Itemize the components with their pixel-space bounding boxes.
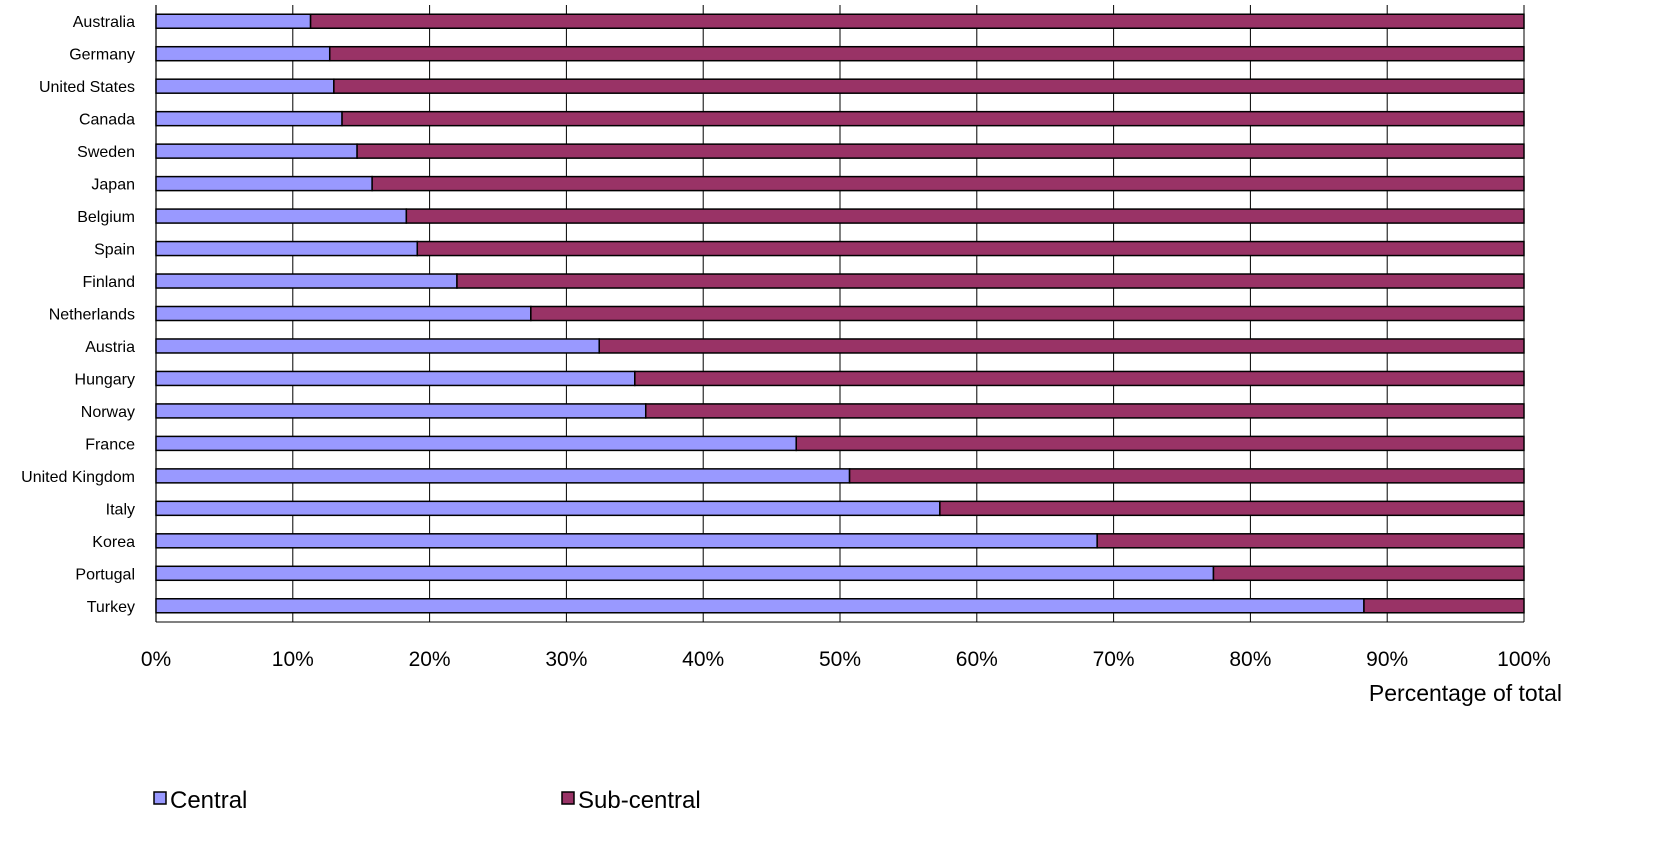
bar-sub-central	[598, 338, 1525, 354]
legend-label: Central	[170, 787, 247, 814]
x-axis-title: Percentage of total	[1369, 680, 1562, 706]
bar-central	[155, 143, 358, 159]
x-tick-label: 90%	[1366, 648, 1408, 671]
bars	[155, 13, 1525, 614]
category-label: Australia	[73, 14, 135, 31]
bar-sub-central	[634, 370, 1525, 387]
category-label: Portugal	[75, 566, 135, 583]
bar-central	[155, 468, 851, 484]
category-label: Norway	[81, 404, 135, 421]
x-tick-labels: 0% 10% 20% 30% 40% 50% 60% 70% 80% 90% 100%	[141, 648, 1551, 671]
bar-sub-central	[416, 240, 1525, 257]
category-label: Sweden	[77, 144, 135, 161]
bar-sub-central	[1096, 533, 1525, 549]
category-label: Spain	[94, 242, 135, 259]
category-label: Finland	[83, 274, 135, 291]
bar-central	[155, 273, 458, 289]
x-tick-label: 0%	[141, 648, 171, 671]
bar-central	[155, 403, 647, 419]
category-label: Belgium	[77, 209, 135, 226]
category-label: Korea	[92, 534, 135, 551]
bar-sub-central	[848, 468, 1525, 484]
bar-sub-central	[939, 500, 1525, 517]
category-labels: Australia Germany United States Canada Swede…	[21, 14, 135, 616]
x-tick-label: 30%	[545, 648, 587, 671]
bar-central	[155, 338, 600, 354]
bar-central	[155, 208, 408, 224]
bar-sub-central	[405, 208, 1525, 224]
bar-central	[155, 13, 312, 29]
category-label: Canada	[79, 112, 135, 129]
bar-central	[155, 500, 941, 517]
bar-central	[155, 565, 1215, 582]
x-tick-label: 20%	[409, 648, 451, 671]
bar-sub-central	[795, 435, 1525, 452]
bar-sub-central	[456, 273, 1525, 289]
bar-sub-central	[328, 45, 1525, 62]
x-tick-label: 70%	[1093, 648, 1135, 671]
category-label: Italy	[106, 501, 135, 518]
bar-central	[155, 598, 1365, 614]
bar-sub-central	[371, 175, 1525, 192]
bar-sub-central	[341, 110, 1525, 127]
x-tick-label: 60%	[956, 648, 998, 671]
bar-central	[155, 240, 419, 257]
category-label: Austria	[85, 339, 135, 356]
legend-swatch	[153, 791, 167, 805]
category-label: France	[85, 436, 135, 453]
bar-sub-central	[644, 403, 1525, 419]
x-tick-label: 50%	[819, 648, 861, 671]
x-tick-label: 100%	[1497, 648, 1551, 671]
bar-central	[155, 305, 532, 322]
category-label: Japan	[91, 177, 135, 194]
legend: Central Sub-central	[153, 787, 701, 814]
bar-sub-central	[1212, 565, 1525, 582]
bar-central	[155, 533, 1098, 549]
category-label: United Kingdom	[21, 469, 135, 486]
bar-sub-central	[1363, 598, 1525, 614]
x-tick-label: 10%	[272, 648, 314, 671]
bar-sub-central	[333, 78, 1525, 94]
bar-sub-central	[356, 143, 1525, 159]
category-label: Germany	[69, 47, 135, 64]
x-tick-label: 80%	[1229, 648, 1271, 671]
bar-central	[155, 78, 335, 94]
category-label: United States	[39, 79, 135, 96]
bar-central	[155, 110, 343, 127]
bar-central	[155, 45, 331, 62]
category-label: Turkey	[87, 599, 135, 616]
category-label: Netherlands	[49, 307, 135, 324]
category-label: Hungary	[75, 371, 135, 388]
bar-central	[155, 435, 797, 452]
bar-sub-central	[530, 305, 1525, 322]
x-tick-label: 40%	[682, 648, 724, 671]
bar-central	[155, 175, 373, 192]
legend-swatch	[561, 791, 575, 805]
bar-sub-central	[309, 13, 1525, 29]
legend-label: Sub-central	[578, 787, 701, 814]
bar-central	[155, 370, 636, 387]
